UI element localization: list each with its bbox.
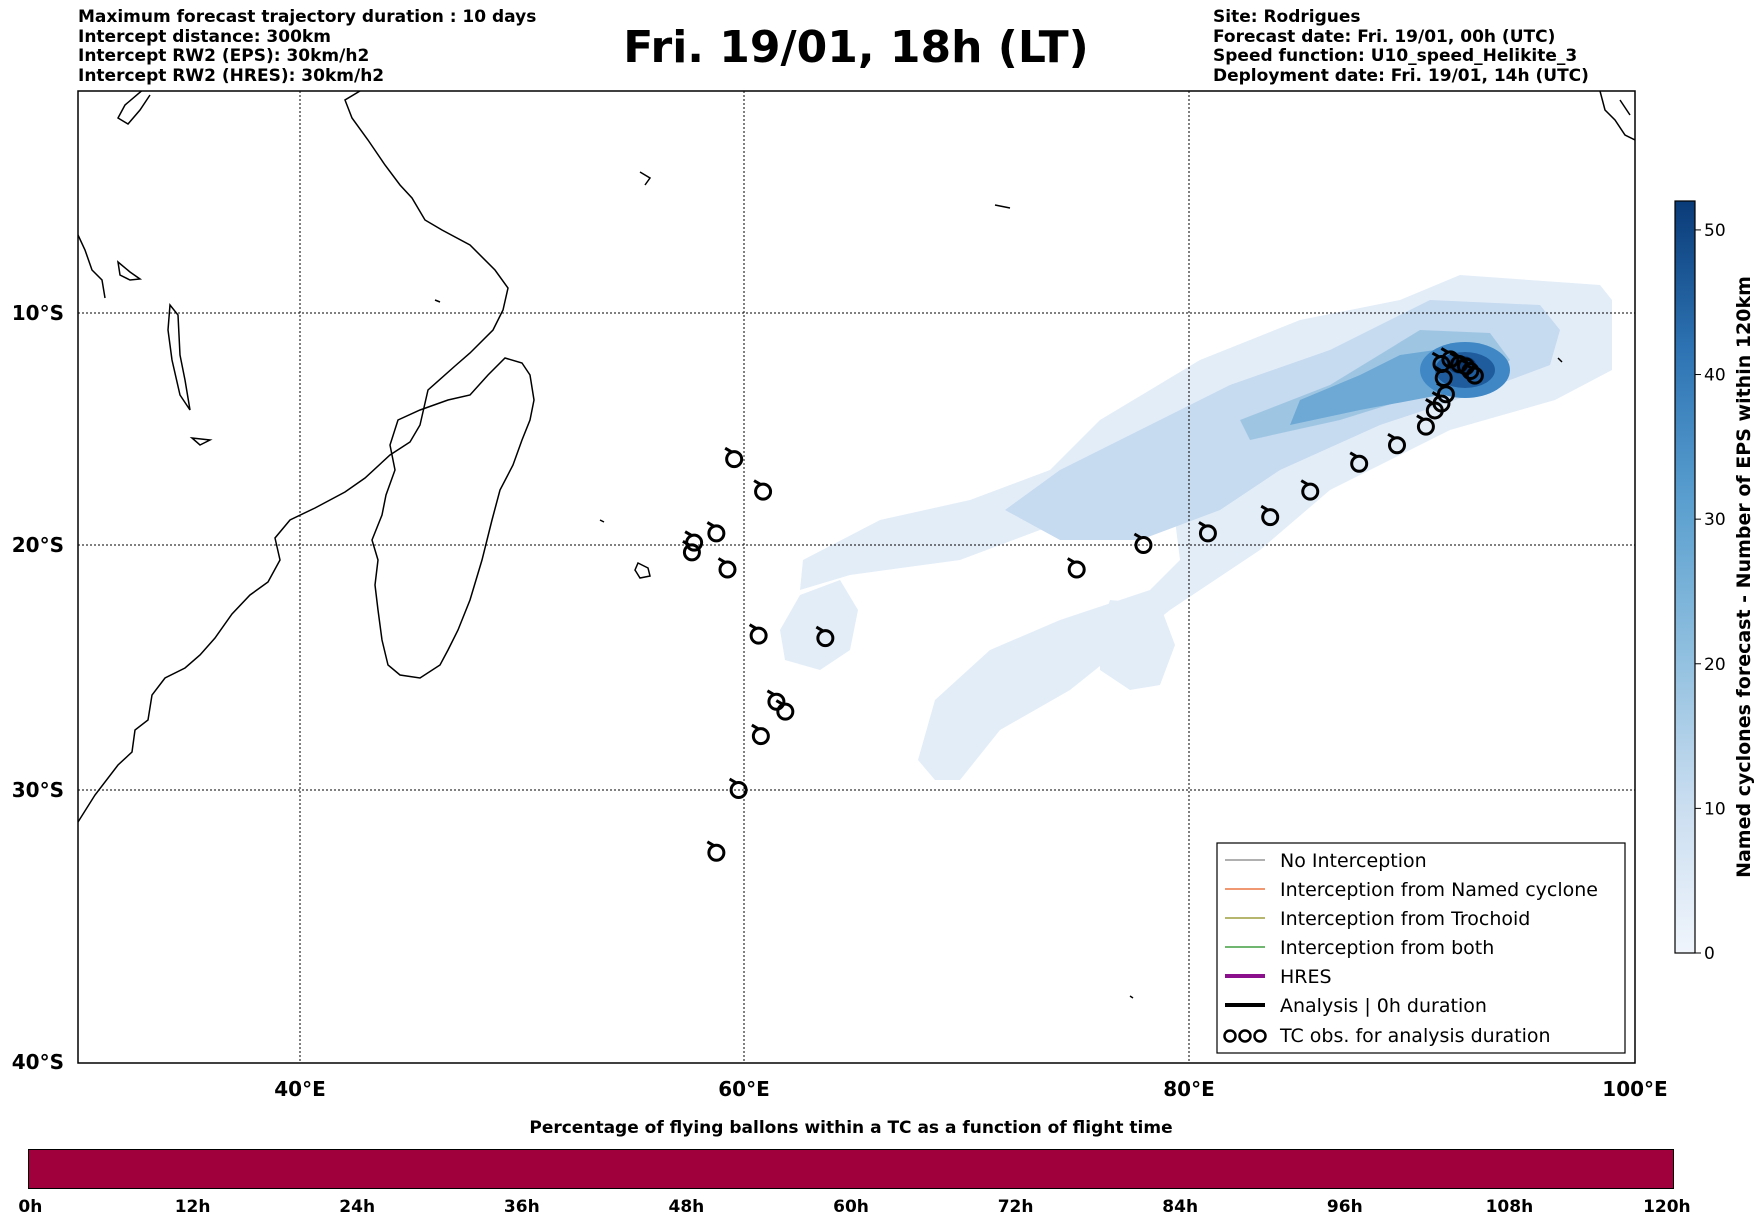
lat-label-20s: 20°S (12, 533, 64, 557)
tc-marker (1133, 532, 1153, 554)
tc-marker (1416, 414, 1435, 436)
tc-marker (1431, 351, 1451, 374)
colorbar-tick-label: 20 (1704, 655, 1726, 675)
intercept-eps-text: Intercept RW2 (EPS): 30km/h2 (78, 46, 370, 66)
tc-symbol-icon (1223, 1029, 1267, 1043)
intercept-hres-text: Intercept RW2 (HRES): 30km/h2 (78, 65, 385, 86)
map-frame (77, 90, 1636, 1064)
legend-label-analysis: Analysis | 0h duration (1280, 995, 1487, 1017)
map-area (78, 91, 1635, 1063)
tc-marker (1387, 432, 1407, 455)
colorbar: 0 10 20 30 40 50 Named cyclones forecast - Nu… (1674, 200, 1754, 964)
tc-marker (766, 689, 786, 711)
tc-marker (1198, 521, 1217, 543)
tc-marker (1066, 557, 1086, 579)
tc-marker (706, 521, 726, 543)
colorbar-ticks: 0 10 20 30 40 50 (1695, 221, 1726, 964)
tc-marker (1260, 504, 1280, 527)
tc-marker (717, 557, 737, 579)
tc-marker (1460, 358, 1480, 380)
flight-time-tick-label: 84h (1162, 1197, 1199, 1217)
grid-lines (78, 91, 1635, 1063)
flight-time-tick-label: 120h (1643, 1197, 1691, 1217)
colorbar-tick-label: 10 (1704, 799, 1726, 819)
tc-marker (682, 540, 701, 562)
tc-marker (1456, 354, 1475, 376)
tc-marker (815, 625, 835, 648)
legend-label-no-interception: No Interception (1280, 850, 1427, 872)
tc-marker (1349, 451, 1369, 473)
colorbar-tick-label: 0 (1704, 944, 1715, 964)
flight-time-tick-label: 12h (174, 1197, 211, 1217)
tc-marker (775, 699, 795, 721)
trajectory-duration-text: Maximum forecast trajectory duration : 1… (78, 7, 537, 27)
deployment-date-text: Deployment date: Fri. 19/01, 14h (UTC) (1213, 65, 1589, 86)
tc-marker (706, 840, 726, 862)
lon-label-100e: 100°E (1602, 1077, 1667, 1101)
tc-marker (1465, 363, 1484, 385)
lat-label-10s: 10°S (12, 301, 64, 325)
bottom-bar-title: Percentage of flying ballons within a TC… (529, 1118, 1173, 1138)
colorbar-tick-label: 40 (1704, 366, 1726, 386)
flight-time-tick-label: 108h (1485, 1197, 1534, 1217)
colorbar-label: Named cyclones forecast - Number of EPS … (1733, 276, 1754, 878)
legend-box (1216, 842, 1626, 1054)
longitude-labels: 40°E 60°E 80°E 100°E (274, 1077, 1667, 1101)
lat-label-40s: 40°S (12, 1050, 64, 1074)
tc-marker (1300, 479, 1320, 501)
page-title: Fri. 19/01, 18h (LT) (623, 22, 1089, 73)
latitude-labels: 10°S 20°S 30°S 40°S (12, 301, 64, 1074)
lon-label-80e: 80°E (1163, 1077, 1215, 1101)
speed-function-text: Speed function: U10_speed_Helikite_3 (1213, 46, 1578, 66)
coastlines (78, 91, 1635, 999)
colorbar-gradient (1674, 200, 1696, 954)
flight-time-tick-label: 0h (18, 1197, 43, 1217)
tc-marker (748, 623, 768, 645)
legend-label-both: Interception from both (1280, 937, 1494, 959)
flight-time-tick-label: 36h (503, 1197, 540, 1217)
legend-label-trochoid: Interception from Trochoid (1280, 908, 1530, 930)
flight-time-bar (28, 1149, 1674, 1189)
tc-observation-markers (682, 347, 1484, 862)
lon-label-60e: 60°E (718, 1077, 770, 1101)
forecast-map: 10°S 20°S 30°S 40°S 40°E 60°E 80°E 100°E… (12, 90, 1754, 1101)
tc-marker (724, 446, 744, 469)
lon-label-40e: 40°E (274, 1077, 326, 1101)
legend-label-hres: HRES (1280, 966, 1332, 988)
flight-time-tick-label: 24h (339, 1197, 376, 1217)
tc-marker (753, 479, 773, 501)
intercept-distance-text: Intercept distance: 300km (78, 26, 331, 47)
lat-label-30s: 30°S (12, 778, 64, 802)
flight-time-tick-label: 60h (833, 1197, 869, 1217)
tc-marker (1440, 347, 1460, 369)
colorbar-tick-label: 30 (1704, 510, 1726, 530)
tc-marker (728, 777, 748, 799)
colorbar-tick-label: 50 (1704, 221, 1726, 241)
legend-label-tc-obs: TC obs. for analysis duration (1279, 1025, 1551, 1047)
cyclone-density-field (780, 275, 1612, 780)
legend-label-named-cyclone: Interception from Named cyclone (1280, 879, 1598, 901)
run-info: Site: Rodrigues Forecast date: Fri. 19/0… (1213, 7, 1589, 86)
flight-time-tick-label: 96h (1326, 1197, 1363, 1217)
tc-marker (751, 723, 770, 746)
flight-time-tick-label: 48h (668, 1197, 705, 1217)
site-text: Site: Rodrigues (1213, 7, 1361, 27)
forecast-date-text: Forecast date: Fri. 19/01, 00h (UTC) (1213, 26, 1556, 47)
flight-time-tick-label: 72h (997, 1197, 1034, 1217)
run-parameters: Maximum forecast trajectory duration : 1… (78, 7, 537, 86)
legend: No Interception Interception from Named … (1216, 842, 1626, 1054)
